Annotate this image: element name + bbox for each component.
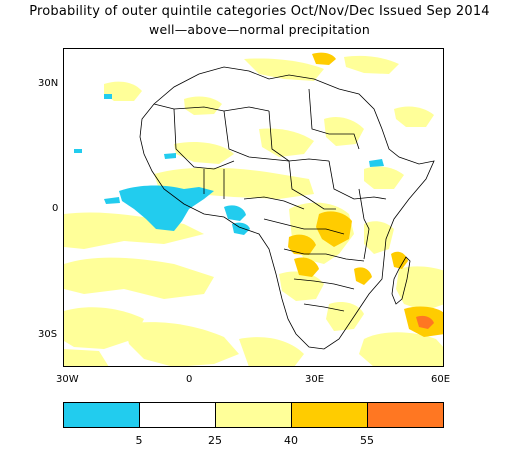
colorbar-seg-gold <box>291 403 367 427</box>
yellow-probability-fill <box>64 55 443 366</box>
precipitation-map <box>64 52 443 366</box>
lat-label-30s: 30S <box>38 329 58 340</box>
colorbar <box>63 402 444 428</box>
colorbar-label-5: 5 <box>135 434 143 447</box>
lat-label-0: 0 <box>52 203 59 214</box>
colorbar-label-55: 55 <box>360 434 374 447</box>
lon-label-0: 0 <box>186 374 193 385</box>
colorbar-seg-cyan <box>64 403 139 427</box>
coastline-borders <box>139 66 435 350</box>
map-subtitle: well—above—normal precipitation <box>149 22 370 37</box>
colorbar-seg-orange <box>367 403 443 427</box>
colorbar-seg-white <box>139 403 215 427</box>
colorbar-seg-lightyellow <box>215 403 291 427</box>
orange-probability-fill <box>416 315 434 329</box>
lon-label-30w: 30W <box>56 374 79 385</box>
gold-probability-fill <box>288 52 443 337</box>
colorbar-label-25: 25 <box>208 434 222 447</box>
lon-label-60e: 60E <box>431 374 451 385</box>
map-title: Probability of outer quintile categories… <box>29 4 490 19</box>
lat-label-30n: 30N <box>38 78 59 89</box>
colorbar-label-40: 40 <box>284 434 298 447</box>
map-panel <box>63 48 444 367</box>
lon-label-30e: 30E <box>305 374 325 385</box>
